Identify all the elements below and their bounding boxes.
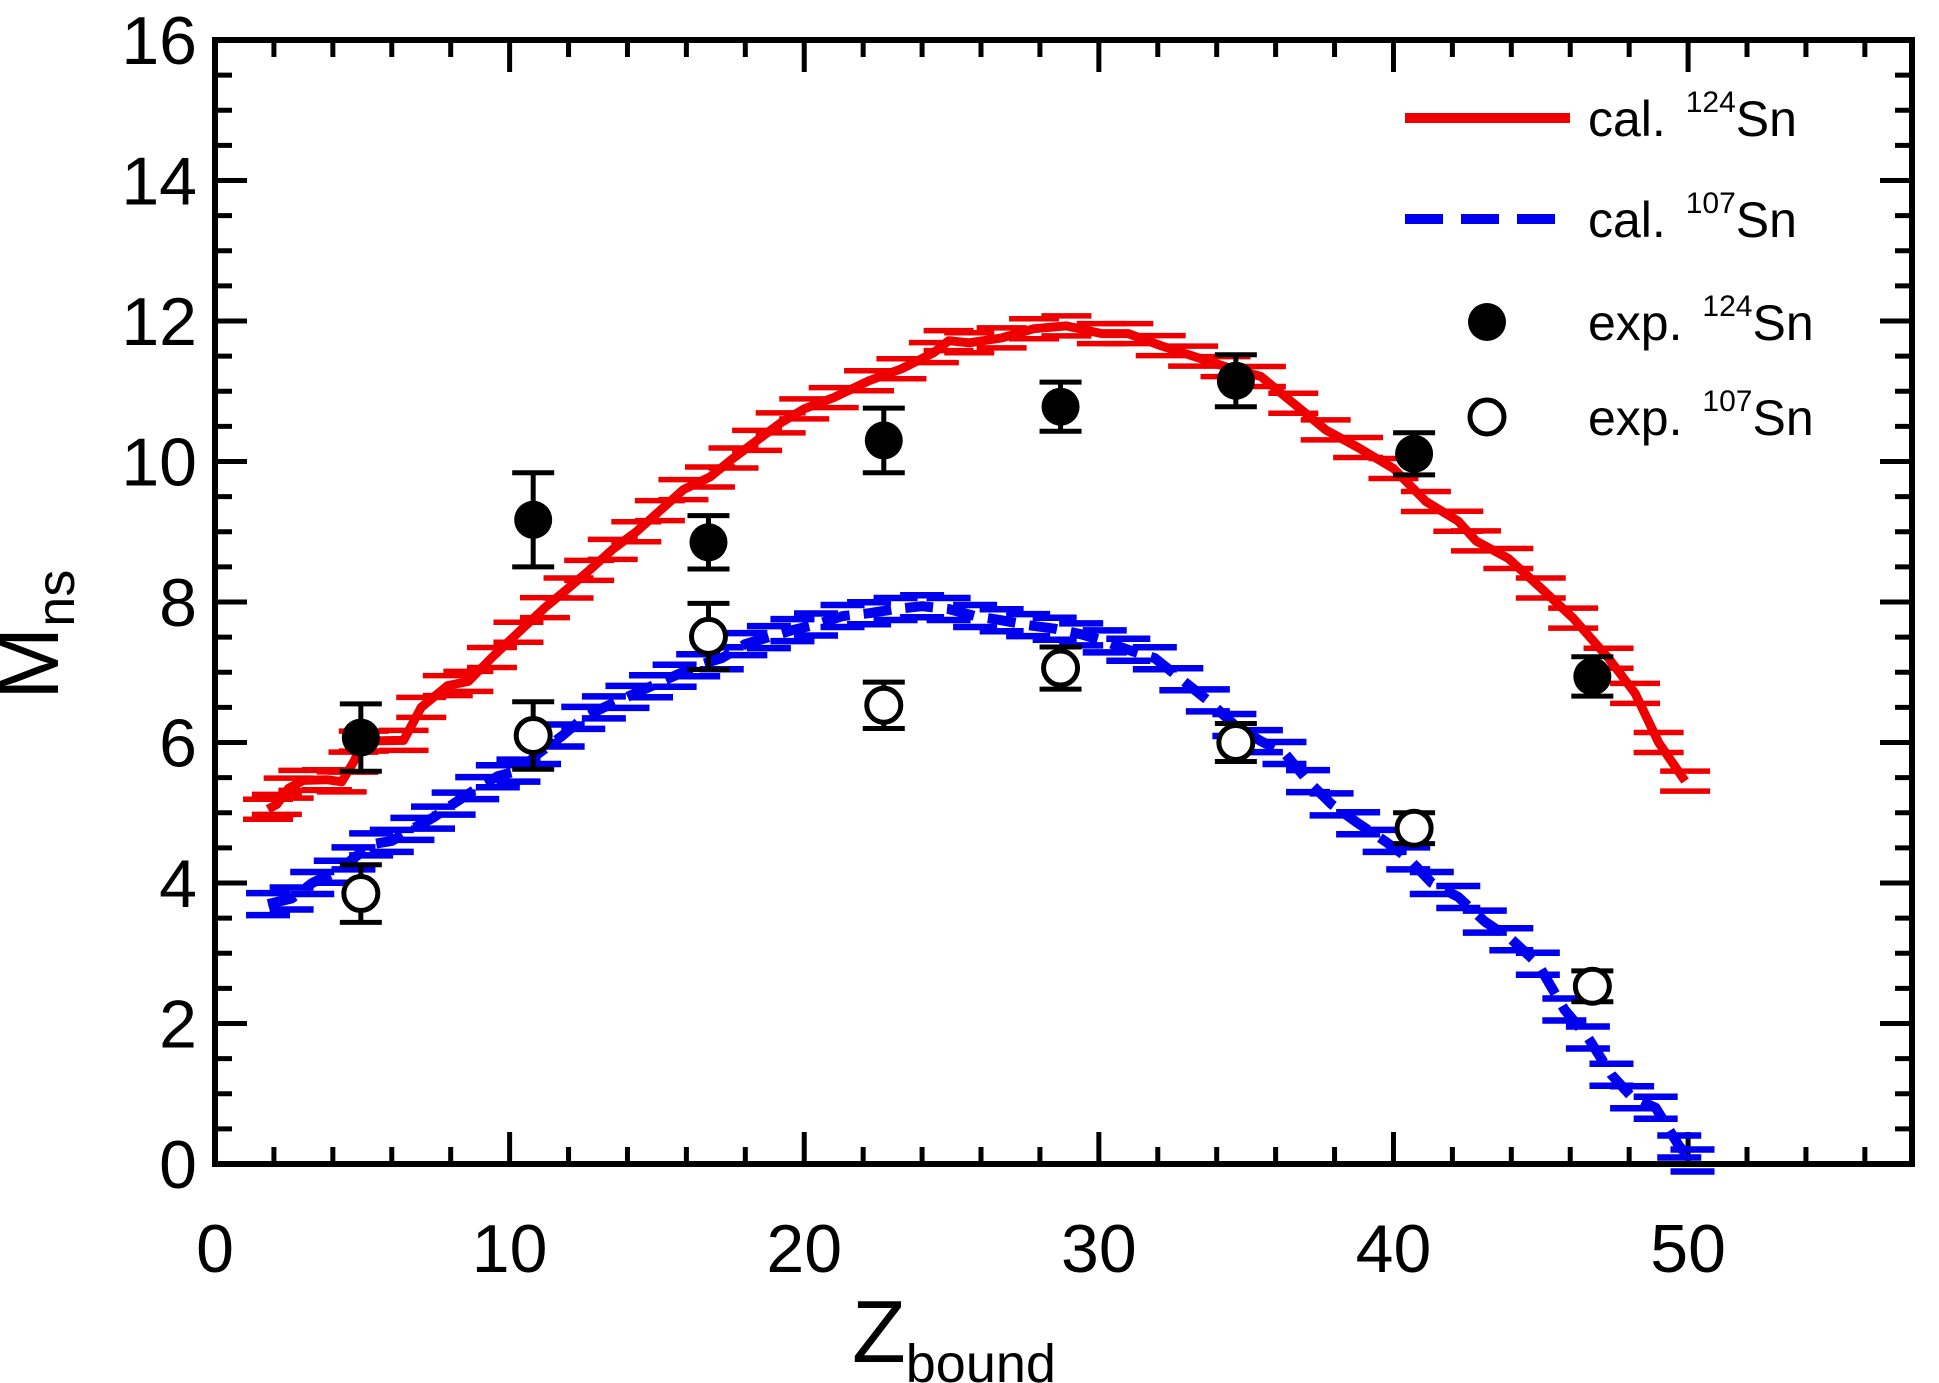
data-point xyxy=(339,862,382,925)
x-tick-label: 30 xyxy=(1061,1211,1137,1287)
open-circle-marker xyxy=(688,616,728,656)
legend-item-label: exp. 124Sn xyxy=(1588,290,1814,351)
legend-item-cal-124sn: cal. 124Sn xyxy=(1405,86,1797,147)
x-tick-label: 40 xyxy=(1356,1211,1432,1287)
filled-circle-marker xyxy=(1041,387,1080,426)
svg-text:Zbound: Zbound xyxy=(852,1282,1056,1383)
x-tick-label: 20 xyxy=(766,1211,842,1287)
y-tick-label: 12 xyxy=(121,284,197,360)
y-axis-label: Mns xyxy=(0,570,86,700)
x-tick-label: 0 xyxy=(196,1211,234,1287)
data-point xyxy=(1571,654,1614,699)
series-exp-107sn xyxy=(339,600,1614,1006)
axis-ticks xyxy=(212,37,1912,1167)
data-point xyxy=(339,701,382,774)
filled-circle-marker xyxy=(1573,657,1612,696)
open-circle-marker xyxy=(1216,723,1256,762)
open-circle-marker xyxy=(513,715,553,755)
y-tick-label: 0 xyxy=(159,1127,197,1203)
filled-circle-marker xyxy=(514,500,553,539)
data-point xyxy=(862,405,905,476)
data-point xyxy=(1214,352,1257,410)
data-point xyxy=(1393,808,1436,848)
data-point xyxy=(1571,966,1614,1006)
filled-circle-marker xyxy=(689,523,728,562)
open-circle-swatch-icon xyxy=(1467,397,1507,437)
data-point xyxy=(1214,721,1257,764)
filled-circle-marker xyxy=(864,421,903,460)
series-exp-124sn xyxy=(339,352,1614,774)
filled-circle-marker xyxy=(1216,361,1255,400)
x-tick-label: 50 xyxy=(1650,1211,1726,1287)
series-cal-124sn xyxy=(243,313,1711,822)
y-tick-label: 10 xyxy=(121,425,197,501)
data-point xyxy=(687,600,730,672)
filled-circle-swatch-icon xyxy=(1468,303,1506,341)
data-point xyxy=(687,513,730,572)
data-point xyxy=(512,699,555,772)
legend-item-label: exp. 107Sn xyxy=(1588,385,1814,446)
y-tick-labels: 0 2 4 6 8 10 12 14 16 xyxy=(121,3,197,1203)
legend-item-label: cal. 107Sn xyxy=(1588,187,1797,248)
data-point xyxy=(1039,379,1082,434)
data-point xyxy=(1393,430,1436,478)
legend-item-exp-107sn: exp. 107Sn xyxy=(1467,385,1814,446)
legend-item-label: cal. 124Sn xyxy=(1588,86,1797,147)
data-point xyxy=(512,470,555,570)
open-circle-marker xyxy=(1394,808,1434,848)
y-tick-label: 14 xyxy=(121,144,197,220)
filled-circle-marker xyxy=(341,718,380,757)
open-circle-marker xyxy=(1041,648,1081,688)
series-cal-107sn xyxy=(246,591,1715,1175)
y-tick-label: 6 xyxy=(159,706,197,782)
svg-text:Mns: Mns xyxy=(0,570,86,700)
data-point xyxy=(1039,644,1082,692)
open-circle-marker xyxy=(341,874,381,914)
open-circle-marker xyxy=(864,685,904,725)
filled-circle-marker xyxy=(1395,434,1434,473)
open-circle-marker xyxy=(1572,966,1612,1006)
y-tick-label: 4 xyxy=(159,846,197,922)
x-tick-labels: 0 10 20 30 40 50 xyxy=(196,1211,1726,1287)
y-tick-label: 2 xyxy=(159,987,197,1063)
legend-item-cal-107sn: cal. 107Sn xyxy=(1405,187,1797,248)
x-tick-label: 10 xyxy=(472,1211,548,1287)
data-point xyxy=(862,679,905,731)
y-tick-label: 16 xyxy=(121,3,197,79)
legend: cal. 124Sn cal. 107Sn exp. 124Sn exp. 107Sn xyxy=(1405,86,1814,446)
x-axis-label: Zbound xyxy=(852,1282,1056,1383)
y-tick-label: 8 xyxy=(159,565,197,641)
legend-item-exp-124sn: exp. 124Sn xyxy=(1468,290,1814,351)
